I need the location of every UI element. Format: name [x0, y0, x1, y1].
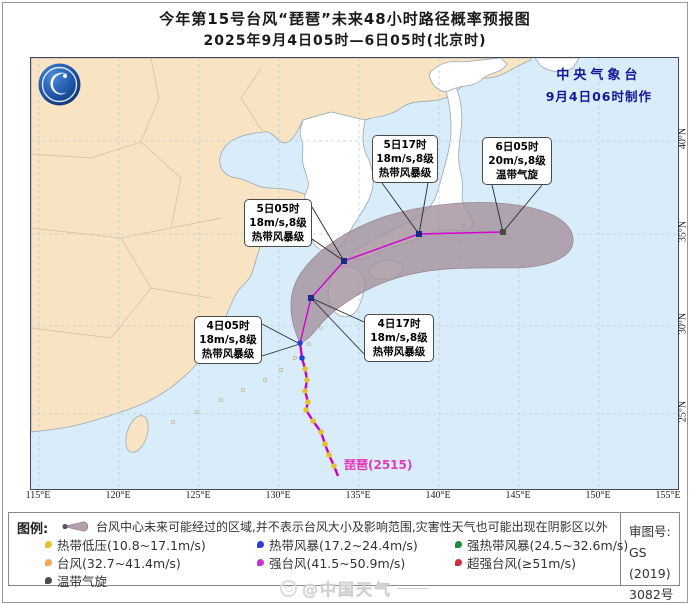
forecast-callout-line: 5日17时: [383, 139, 427, 151]
intensity-dot-icon: [455, 541, 462, 548]
forecast-callout-line: 4日05时: [206, 320, 250, 332]
forecast-callout-line: 20m/s,8级: [488, 155, 546, 167]
ryukyu-islands: [170, 325, 324, 425]
producer-agency: 中央气象台: [556, 68, 642, 83]
forecast-callout: 4日17时 18m/s,8级 热带风暴级: [364, 314, 434, 362]
legend-item: 强热带风暴(24.5~32.6m/s): [455, 535, 628, 554]
review-label: 审图号:: [629, 524, 671, 539]
lon-tick-label: 125°E: [185, 490, 211, 501]
lat-tick-label: 25°N: [677, 400, 689, 423]
forecast-callout-line: 18m/s,8级: [199, 334, 257, 346]
page-title: 今年第15号台风“琵琶”未来48小时路径概率预报图: [159, 10, 531, 28]
forecast-callout-line: 18m/s,8级: [370, 332, 428, 344]
legend-item: 热带风暴(17.2~24.4m/s): [257, 535, 418, 554]
sakhalin-island: [534, 58, 580, 72]
forecast-callout: 5日05时 18m/s,8级 热带风暴级: [244, 199, 312, 247]
intensity-dot-icon: [257, 559, 264, 566]
lat-tick-label: 30°N: [677, 312, 689, 335]
lon-tick-label: 130°E: [265, 490, 291, 501]
forecast-callout-line: 温带气旋: [496, 169, 538, 181]
typhoon-map-svg: [31, 58, 678, 489]
forecast-callout-line: 热带风暴级: [201, 348, 255, 360]
review-number: GS (2019) 3082号: [629, 545, 674, 602]
intensity-dot-icon: [45, 577, 52, 584]
legend-item: 热带低压(10.8~17.1m/s): [45, 535, 206, 554]
lon-tick-label: 115°E: [25, 490, 51, 501]
japan-hokkaido: [428, 58, 508, 92]
weibo-icon: [280, 579, 297, 597]
legend-divider: [620, 513, 621, 585]
forecast-callout: 4日05时 18m/s,8级 热带风暴级: [194, 316, 262, 364]
lon-tick-label: 155°E: [655, 490, 681, 501]
lon-tick-label: 140°E: [425, 490, 451, 501]
lon-tick-label: 150°E: [585, 490, 611, 501]
producer-block: 中央气象台 9月4日06时制作: [546, 64, 652, 105]
legend-item-label: 超强台风(≥51m/s): [467, 556, 577, 571]
forecast-callout-line: 18m/s,8级: [249, 217, 307, 229]
forecast-callout-line: 4日17时: [377, 318, 421, 330]
intensity-dot-icon: [45, 559, 52, 566]
forecast-callout-line: 6日05时: [495, 141, 539, 153]
watermark-line: [397, 587, 430, 589]
legend-item: 强台风(41.5~50.9m/s): [257, 553, 405, 572]
legend-item-label: 温带气旋: [57, 574, 108, 589]
intensity-dot-icon: [257, 541, 264, 548]
cma-logo-icon: [38, 63, 81, 106]
legend-item: 温带气旋: [45, 571, 107, 590]
legend-rows: 热带低压(10.8~17.1m/s) 热带风暴(17.2~24.4m/s) 强热带风…: [45, 535, 628, 590]
watermark: @中国天气: [280, 576, 430, 600]
typhoon-track-layer: [297, 229, 506, 477]
map-canvas: 中央气象台 9月4日06时制作 琵琶(2515) 4日05时 18m/s,8级 热带…: [30, 57, 679, 490]
cone-legend-icon: [62, 521, 89, 532]
cone-note-text: 台风中心未来可能经过的区域,并不表示台风大小及影响范围,灾害性天气也可能出现在阴…: [96, 520, 608, 534]
forecast-callout-line: 18m/s,8级: [376, 153, 434, 165]
legend-item-label: 台风(32.7~41.4m/s): [57, 556, 181, 571]
taiwan-island: [125, 415, 149, 453]
legend-heading: 图例:: [17, 522, 49, 537]
legend-panel: 图例: 台风中心未来可能经过的区域,并不表示台风大小及影响范围,灾害性天气也可能…: [8, 512, 680, 602]
watermark-text: @中国天气: [302, 580, 393, 600]
intensity-dot-icon: [455, 559, 462, 566]
longitude-axis: 115°E 120°E 125°E 130°E 135°E 140°E 145°E 150°E…: [0, 490, 690, 504]
forecast-callout: 5日17时 18m/s,8级 热带风暴级: [372, 135, 438, 183]
map-review-number: 审图号: GS (2019) 3082号: [629, 521, 679, 605]
forecast-callout-line: 热带风暴级: [372, 346, 426, 358]
legend-item-label: 强台风(41.5~50.9m/s): [269, 556, 406, 571]
legend-item: 台风(32.7~41.4m/s): [45, 553, 181, 572]
storm-name-label: 琵琶(2515): [344, 458, 413, 472]
legend-item-label: 热带风暴(17.2~24.4m/s): [269, 538, 418, 553]
lat-tick-label: 35°N: [677, 220, 689, 243]
lon-tick-label: 120°E: [105, 490, 131, 501]
lon-tick-label: 135°E: [345, 490, 371, 501]
legend-item-label: 强热带风暴(24.5~32.6m/s): [467, 538, 629, 553]
forecast-callout-line: 热带风暴级: [378, 167, 432, 179]
forecast-callout-line: 热带风暴级: [251, 231, 305, 243]
forecast-callout-line: 5日05时: [256, 203, 300, 215]
probability-cone: [290, 202, 574, 344]
legend-item-label: 热带低压(10.8~17.1m/s): [57, 538, 206, 553]
producer-time: 9月4日06时制作: [545, 89, 652, 104]
intensity-dot-icon: [45, 541, 52, 548]
legend-item: 超强台风(≥51m/s): [455, 553, 576, 572]
forecast-callout: 6日05时 20m/s,8级 温带气旋: [482, 137, 552, 185]
lat-tick-label: 40°N: [677, 127, 689, 150]
callout-connectors: [261, 182, 543, 357]
lon-tick-label: 145°E: [505, 490, 531, 501]
page-subtitle: 2025年9月4日05时—6日05时(北京时): [203, 33, 487, 49]
province-borders: [31, 58, 264, 339]
